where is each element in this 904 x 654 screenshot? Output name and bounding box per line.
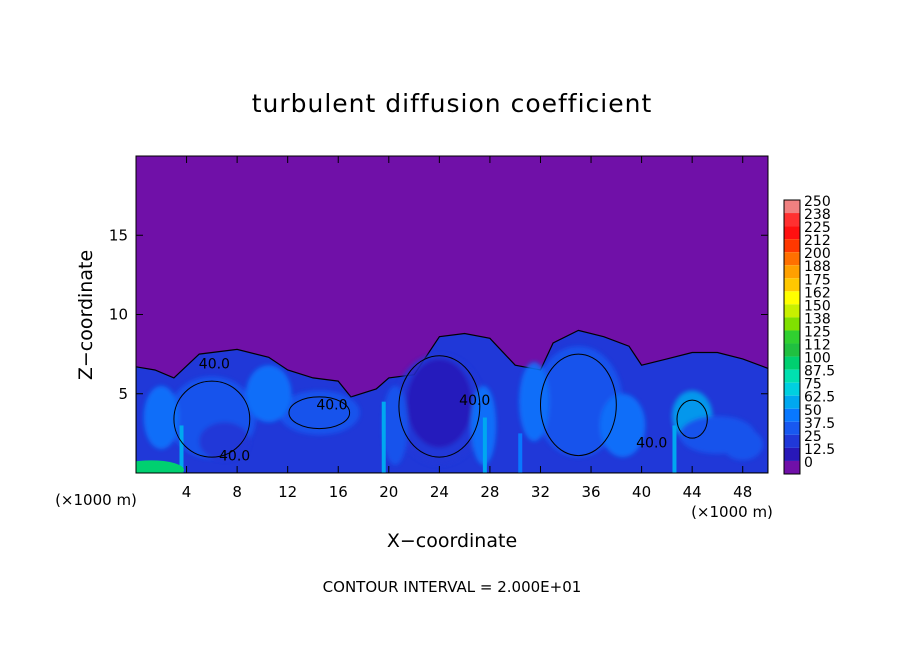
legend-swatch (784, 408, 800, 422)
legend-label: 175 (804, 272, 831, 288)
legend-swatch (784, 460, 800, 474)
x-tick-label: 4 (182, 483, 192, 501)
contour-interval-note: CONTOUR INTERVAL = 2.000E+01 (323, 578, 582, 596)
legend-swatch (784, 252, 800, 266)
plume (518, 433, 523, 473)
x-axis-label: X−coordinate (387, 530, 517, 552)
plume (381, 401, 386, 473)
legend-label: 200 (804, 246, 831, 262)
contour-blob (143, 385, 179, 450)
legend-label: 37.5 (804, 416, 835, 432)
legend-label: 100 (804, 351, 831, 367)
x-tick-label: 40 (632, 483, 651, 501)
legend-swatch (784, 434, 800, 448)
legend-label: 150 (804, 298, 831, 314)
color-legend: 2502382252122001881751621501381251121008… (783, 194, 835, 475)
x-tick-label: 32 (531, 483, 550, 501)
plume (672, 425, 677, 473)
legend-label: 62.5 (804, 390, 835, 406)
x-axis-unit-right: (×1000 m) (691, 503, 773, 521)
legend-swatch (784, 304, 800, 318)
legend-label: 238 (804, 207, 831, 223)
x-tick-label: 12 (278, 483, 297, 501)
legend-label: 112 (804, 338, 831, 354)
x-axis-unit-left: (×1000 m) (55, 491, 137, 509)
plume (179, 425, 184, 473)
legend-label: 125 (804, 324, 831, 340)
contour-blob (518, 362, 550, 442)
legend-swatch (784, 356, 800, 370)
contour-blob (382, 385, 408, 466)
legend-label: 75 (804, 377, 822, 393)
legend-swatch (784, 200, 800, 214)
y-axis: 5 10 15 (109, 226, 768, 403)
contour-label: 40.0 (219, 448, 250, 464)
legend-label: 0 (804, 455, 813, 471)
legend-swatch (784, 343, 800, 357)
contour-blob (245, 365, 292, 423)
legend-label: 212 (804, 233, 831, 249)
contour-label: 40.0 (199, 356, 230, 372)
x-tick-label: 16 (329, 483, 348, 501)
x-tick-label: 24 (430, 483, 449, 501)
y-axis-label: Z−coordinate (75, 250, 97, 380)
legend-swatch (784, 226, 800, 240)
legend-label: 25 (804, 429, 822, 445)
x-axis: 4 8 12 16 20 24 28 32 36 40 44 48 (182, 156, 752, 501)
contour-line (676, 399, 708, 439)
legend-swatch (784, 265, 800, 279)
x-tick-label: 20 (379, 483, 398, 501)
y-tick-label: 10 (109, 306, 128, 324)
plume (482, 417, 487, 473)
chart-title: turbulent diffusion coefficient (252, 89, 653, 118)
contour-lines (173, 353, 708, 458)
x-tick-label: 28 (480, 483, 499, 501)
y-tick-label: 5 (118, 385, 128, 403)
x-tick-label: 36 (581, 483, 600, 501)
contour-blob (599, 393, 646, 458)
contour-label: 40.0 (459, 393, 490, 409)
legend-label: 162 (804, 285, 831, 301)
legend-frame (783, 199, 801, 475)
plot-area: 40.0 40.0 40.0 40.0 40.0 (135, 155, 769, 474)
contour-line (288, 396, 351, 430)
contour-line (539, 353, 617, 457)
contour-blob (722, 428, 763, 461)
legend-swatch (784, 330, 800, 344)
legend-swatch (784, 278, 800, 292)
legend-swatch (784, 213, 800, 227)
contour-label: 40.0 (316, 398, 347, 414)
contour-blob (199, 422, 250, 461)
surface-patch (136, 460, 185, 473)
legend-swatch (784, 382, 800, 396)
y-tick-label: 15 (109, 226, 128, 244)
legend-swatch (784, 239, 800, 253)
legend-label: 250 (804, 194, 831, 210)
legend-label: 138 (804, 311, 831, 327)
legend-label: 87.5 (804, 364, 835, 380)
legend-swatch (784, 447, 800, 461)
contour-line (398, 355, 481, 458)
contour-blob (406, 358, 473, 448)
legend-label: 12.5 (804, 442, 835, 458)
legend-swatch (784, 317, 800, 331)
x-tick-label: 48 (733, 483, 752, 501)
contour-line (173, 380, 251, 458)
x-tick-label: 44 (683, 483, 702, 501)
legend-label: 225 (804, 220, 831, 236)
legend-swatch (784, 291, 800, 305)
legend-label: 188 (804, 259, 831, 275)
contour-label: 40.0 (636, 436, 667, 452)
contour-blob (278, 390, 360, 435)
legend-swatch (784, 369, 800, 383)
x-tick-label: 8 (232, 483, 242, 501)
legend-swatch (784, 395, 800, 409)
legend-label: 50 (804, 403, 822, 419)
legend-swatch (784, 421, 800, 435)
